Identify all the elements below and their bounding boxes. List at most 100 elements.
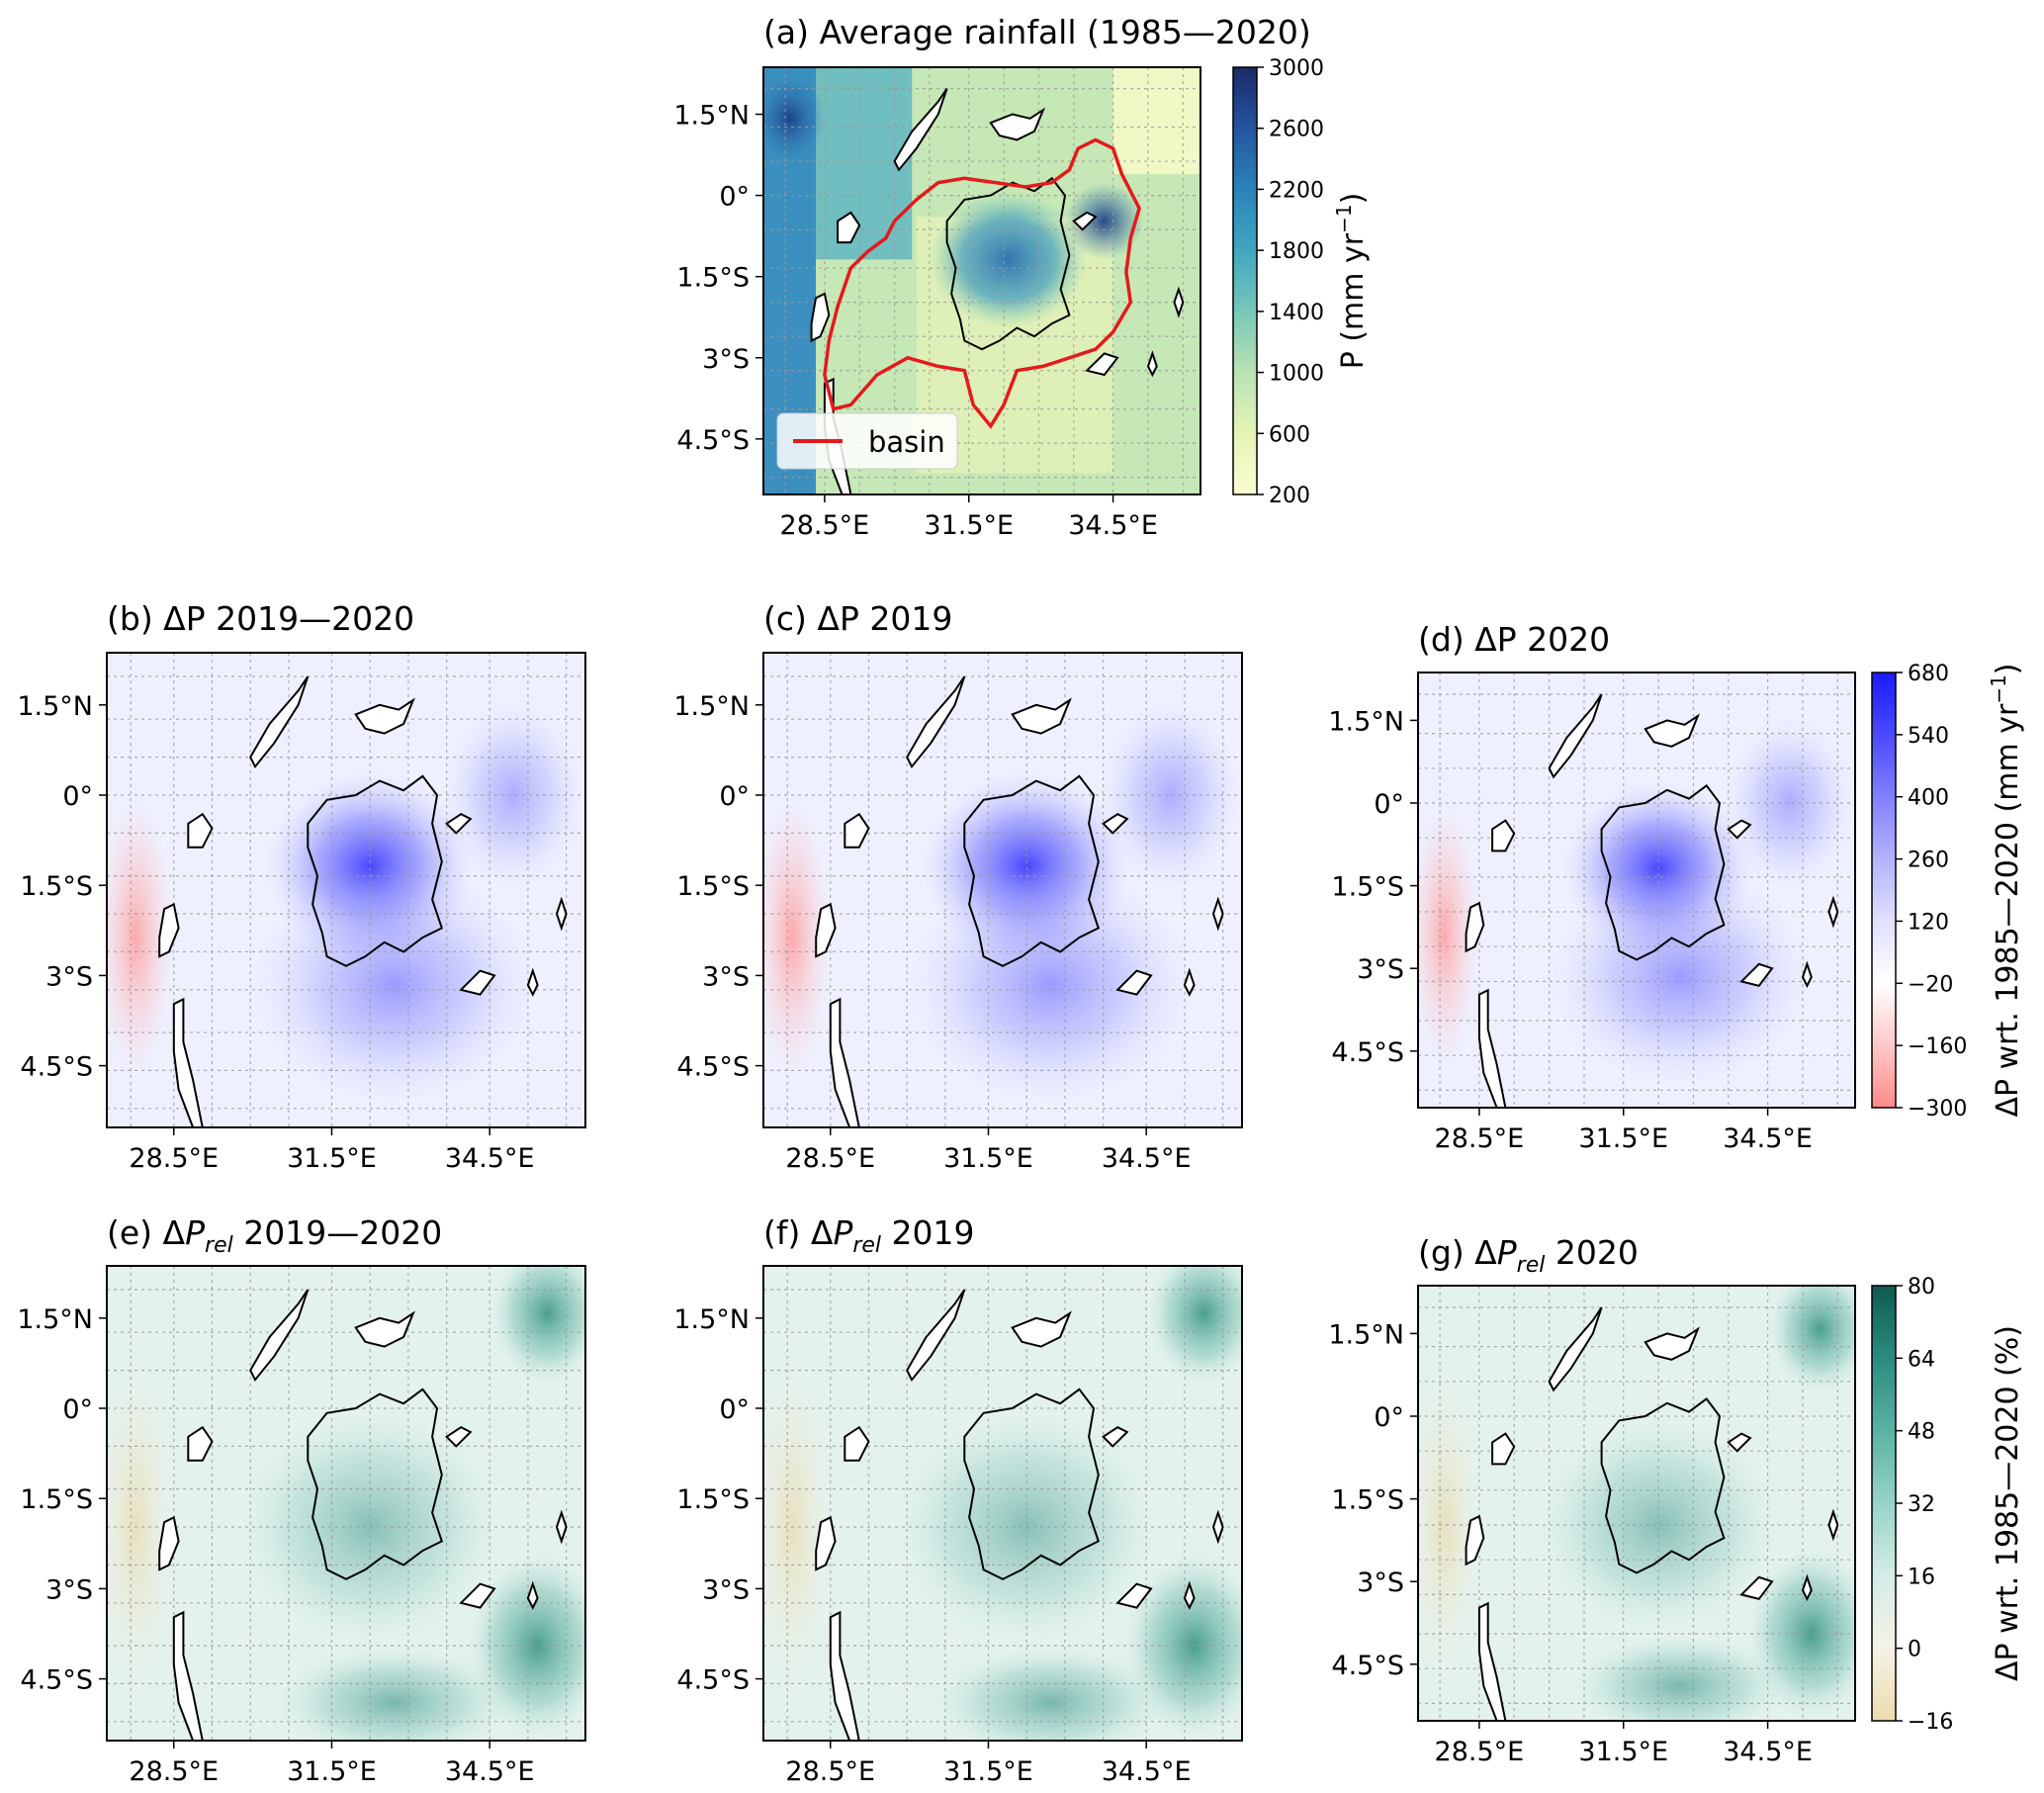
- colorbar-tick-label: 64: [1908, 1347, 1935, 1372]
- lon-tick-label: 31.5°E: [287, 1143, 377, 1174]
- panel-e: (e) ΔPrel 2019—2020 1.5°N 0° 1.5°S 3°S 4.5°S…: [17, 1213, 586, 1787]
- lat-tick-label: 1.5°S: [676, 871, 750, 902]
- lat-tick-label: 0°: [719, 781, 750, 812]
- basin-outline: [823, 137, 1141, 429]
- colorbar-tick-label: −160: [1908, 1034, 1967, 1059]
- colorbar-delta-p-label: ΔP wrt. 1985—2020 (mm yr−1): [1987, 663, 2025, 1117]
- colorbar-delta-p-rel: 80 64 48 32 16 0 −16 ΔP wrt. 1985—2020 (%): [1871, 1275, 2025, 1735]
- lon-tick-label: 28.5°E: [129, 1756, 219, 1787]
- panel-c: (c) ΔP 2019 1.5°N 0° 1.5°S 3°S 4.5°S 28.5°E 31…: [673, 599, 1243, 1174]
- lat-tick-label: 3°S: [702, 961, 750, 992]
- colorbar-rain: 3000 2600 2200 1800 1400 1000 600 200 P (mm yr−…: [1232, 56, 1371, 508]
- panel-a-field: [763, 67, 1200, 494]
- panel-c-field: [763, 653, 1242, 1127]
- panel-f-field: [763, 1266, 1242, 1741]
- panel-e-field: [107, 1266, 585, 1741]
- lat-tick-label: 4.5°S: [20, 1665, 93, 1696]
- colorbar-delta-p: 680 540 400 260 120 −20 −160 −300 ΔP wrt. 1985—…: [1871, 662, 2025, 1121]
- lon-tick-label: 31.5°E: [287, 1756, 377, 1787]
- colorbar-tick-label: 48: [1908, 1420, 1935, 1445]
- lat-tick-label: 1.5°N: [17, 691, 93, 722]
- panel-d-title: (d) ΔP 2020: [1418, 620, 1610, 659]
- colorbar-tick-label: 260: [1908, 849, 1949, 873]
- lake-tanganyika-outline: [1477, 1601, 1507, 1721]
- panel-b: (b) ΔP 2019—2020 1.5°N 0° 1.5°S 3°S 4.5°S 28.…: [17, 599, 586, 1174]
- colorbar-tick-label: 1000: [1269, 362, 1324, 387]
- lon-tick-label: 34.5°E: [445, 1756, 535, 1787]
- lat-tick-label: 1.5°N: [673, 1304, 750, 1335]
- lat-tick-label: 4.5°S: [676, 1665, 750, 1696]
- lat-tick-label: 4.5°S: [1331, 1651, 1404, 1681]
- lon-tick-label: 34.5°E: [1723, 1123, 1813, 1154]
- lon-tick-label: 34.5°E: [1102, 1756, 1192, 1787]
- colorbar-tick-label: 16: [1908, 1565, 1935, 1589]
- panel-g-axes: 1.5°N 0° 1.5°S 3°S 4.5°S 28.5°E 31.5°E 34.5°E: [1328, 1319, 1813, 1767]
- colorbar-tick-label: −300: [1908, 1097, 1967, 1121]
- lake-victoria-outline: [963, 774, 1101, 967]
- lat-tick-label: 1.5°S: [1331, 1485, 1404, 1516]
- lake-victoria-outline: [1600, 784, 1726, 961]
- lake-tanganyika-outline: [829, 997, 860, 1127]
- colorbar-tick-label: 0: [1908, 1638, 1921, 1662]
- colorbar-delta-p-bar: [1871, 672, 1897, 1109]
- lat-tick-label: 3°S: [45, 961, 93, 992]
- lat-tick-label: 3°S: [702, 344, 750, 375]
- lake-tanganyika-outline: [829, 1610, 860, 1741]
- colorbar-tick-label: 32: [1908, 1492, 1935, 1517]
- colorbar-rain-label: P (mm yr−1): [1332, 193, 1371, 370]
- lat-tick-label: 3°S: [45, 1574, 93, 1605]
- lat-tick-label: 1.5°N: [1328, 1319, 1404, 1350]
- lat-tick-label: 4.5°S: [1331, 1037, 1404, 1068]
- panel-b-field: [107, 653, 585, 1127]
- lat-tick-label: 4.5°S: [676, 425, 750, 456]
- lat-tick-label: 0°: [719, 1394, 750, 1425]
- lat-tick-label: 0°: [62, 1394, 93, 1425]
- legend: basin: [776, 412, 958, 470]
- lon-tick-label: 28.5°E: [785, 1143, 875, 1174]
- lat-tick-label: 0°: [62, 781, 93, 812]
- panel-g-field: [1418, 1286, 1855, 1721]
- lon-tick-label: 28.5°E: [129, 1143, 219, 1174]
- lon-tick-label: 28.5°E: [1435, 1737, 1525, 1767]
- colorbar-tick-label: −20: [1908, 972, 1953, 997]
- lon-tick-label: 31.5°E: [1578, 1123, 1668, 1154]
- lat-tick-label: 1.5°N: [1328, 706, 1404, 737]
- lon-tick-label: 31.5°E: [943, 1143, 1033, 1174]
- colorbar-rain-bar: [1232, 66, 1258, 495]
- lake-victoria-outline: [307, 774, 444, 967]
- colorbar-tick-label: 680: [1908, 662, 1949, 686]
- colorbar-tick-label: 3000: [1269, 56, 1324, 81]
- panel-b-axes: 1.5°N 0° 1.5°S 3°S 4.5°S 28.5°E 31.5°E 34.5°E: [17, 691, 534, 1174]
- colorbar-tick-label: 200: [1269, 484, 1310, 508]
- colorbar-tick-label: 600: [1269, 422, 1310, 447]
- panel-f-axes: 1.5°N 0° 1.5°S 3°S 4.5°S 28.5°E 31.5°E 34.5°E: [673, 1304, 1191, 1787]
- lat-tick-label: 3°S: [1357, 954, 1404, 985]
- lat-tick-label: 1.5°S: [20, 1484, 93, 1515]
- lake-tanganyika-outline: [172, 1610, 204, 1741]
- lon-tick-label: 31.5°E: [1578, 1737, 1668, 1767]
- lat-tick-label: 0°: [719, 182, 750, 213]
- lat-tick-label: 0°: [1374, 1402, 1404, 1433]
- lat-tick-label: 1.5°N: [673, 101, 750, 132]
- colorbar-tick-label: 80: [1908, 1275, 1935, 1300]
- panel-g-title: (g) ΔPrel 2020: [1418, 1233, 1639, 1278]
- colorbar-tick-label: 400: [1908, 786, 1949, 811]
- colorbar-tick-label: 1400: [1269, 301, 1324, 325]
- lat-tick-label: 1.5°S: [676, 1484, 750, 1515]
- lon-tick-label: 28.5°E: [780, 510, 870, 541]
- panel-g: (g) ΔPrel 2020 1.5°N 0° 1.5°S 3°S 4.5°S 28.5°…: [1328, 1233, 1856, 1767]
- lon-tick-label: 34.5°E: [1068, 510, 1158, 541]
- panel-a-axes: 1.5°N 0° 1.5°S 3°S 4.5°S 28.5°E 31.5°E 34.5°E: [673, 101, 1158, 541]
- colorbar-tick-label: 1800: [1269, 239, 1324, 264]
- colorbar-tick-label: 2600: [1269, 118, 1324, 142]
- lat-tick-label: 3°S: [702, 1574, 750, 1605]
- panel-c-axes: 1.5°N 0° 1.5°S 3°S 4.5°S 28.5°E 31.5°E 34.5°E: [673, 691, 1191, 1174]
- panel-f: (f) ΔPrel 2019 1.5°N 0° 1.5°S 3°S 4.5°S 28.5°…: [673, 1213, 1243, 1787]
- panel-d-axes: 1.5°N 0° 1.5°S 3°S 4.5°S 28.5°E 31.5°E 34.5°E: [1328, 706, 1813, 1154]
- legend-label: basin: [868, 425, 945, 459]
- lon-tick-label: 28.5°E: [785, 1756, 875, 1787]
- lon-tick-label: 34.5°E: [445, 1143, 535, 1174]
- panel-f-title: (f) ΔPrel 2019: [763, 1213, 975, 1258]
- panel-a-title: (a) Average rainfall (1985—2020): [763, 13, 1311, 51]
